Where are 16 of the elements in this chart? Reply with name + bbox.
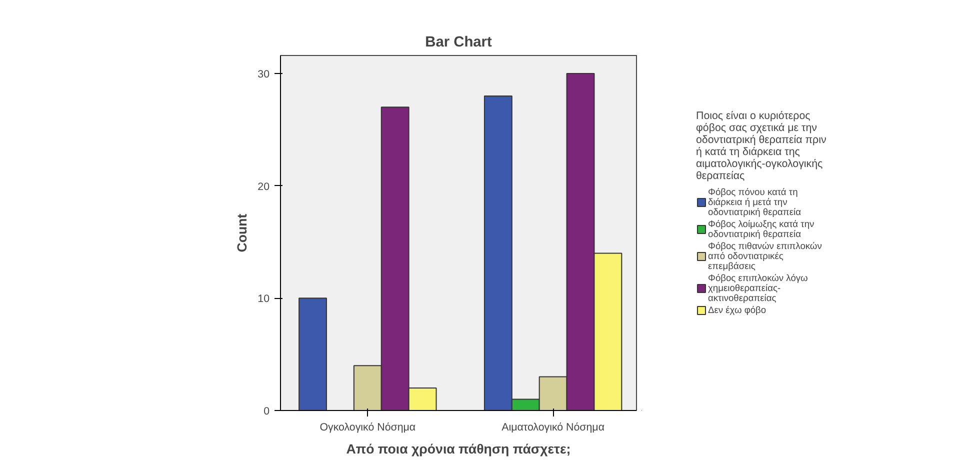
chart-title: Bar Chart xyxy=(425,34,492,50)
bar xyxy=(298,298,327,410)
legend-label: Φόβος επιπλοκών λόγω χημειοθεραπείας-ακτινοθεραπείας xyxy=(708,273,808,303)
x-axis-title: Από ποια χρόνια πάθηση πάσχετε; xyxy=(346,442,571,456)
legend-label: Φόβος λοίμωξης κατά την οδοντιατρική θεραπεία xyxy=(708,219,814,239)
y-tick-label: 20 xyxy=(258,180,270,193)
x-tick-label: Ογκολογικό Νόσημα xyxy=(320,422,416,434)
x-tick-label: Αιματολογικό Νόσημα xyxy=(502,422,604,434)
y-tick-label: 30 xyxy=(258,68,270,80)
legend-label: Φόβος πιθανών επιπλοκών από οδοντιατρικές επεμβάσεις xyxy=(708,241,822,271)
legend-label: Φόβος πόνου κατά τη διάρκεια ή μετά την οδοντιατρική θεραπεία xyxy=(708,187,801,217)
y-tick-label: 0 xyxy=(264,406,270,418)
y-axis-title: Count xyxy=(234,213,250,252)
legend-title: Ποιος είναι ο κυριότερος φόβος σας σχετικά με την οδοντιατρική θεραπεία πριν ή κατά τη διάρκεια της αιματολογικής-ογκολογικής θεραπείας xyxy=(696,110,826,182)
y-tick-label: 10 xyxy=(258,293,270,306)
legend-label: Δεν έχω φόβο xyxy=(708,305,766,315)
